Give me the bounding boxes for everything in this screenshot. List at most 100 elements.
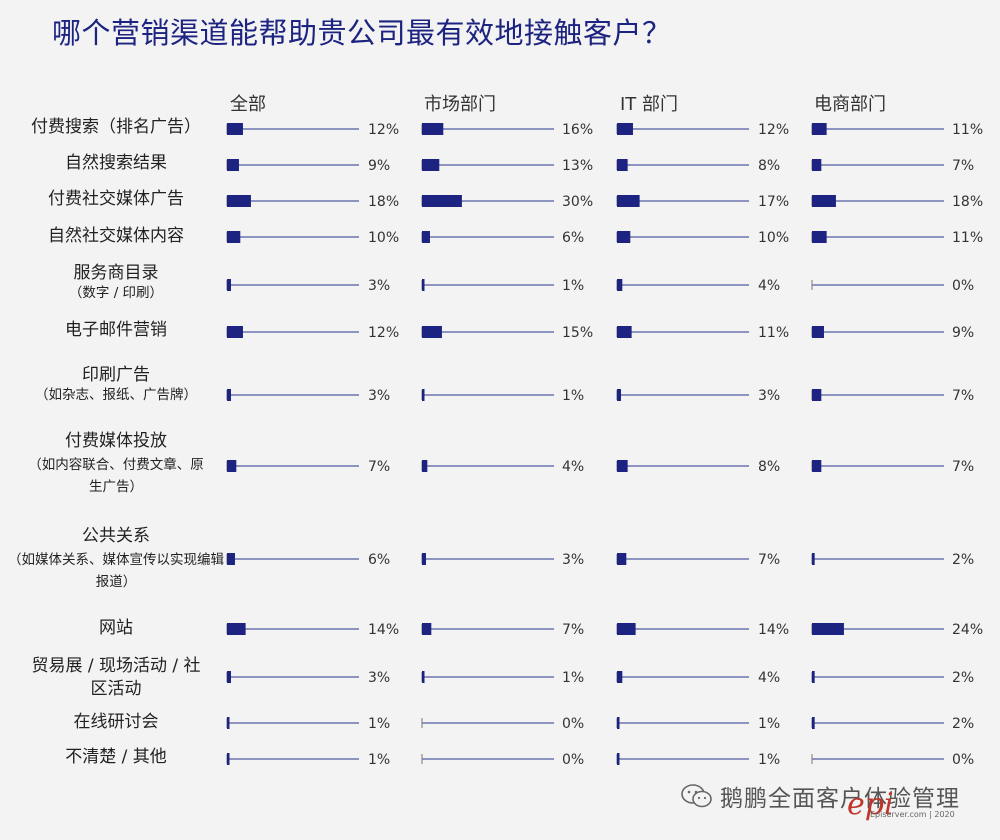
data-label: 11% <box>952 122 983 138</box>
data-label: 1% <box>562 278 584 294</box>
row-label: 电子邮件营销 <box>65 320 167 340</box>
data-label: 9% <box>368 158 390 174</box>
data-label: 2% <box>952 716 974 732</box>
data-label: 16% <box>562 122 593 138</box>
row-label: 付费社交媒体广告 <box>48 189 184 209</box>
row-label: 网站 <box>99 618 133 638</box>
row-label: 服务商目录 （数字 / 印刷） <box>68 263 164 301</box>
data-label: 3% <box>368 670 390 686</box>
bar <box>812 231 827 243</box>
bar <box>422 326 442 338</box>
data-label: 7% <box>562 622 584 638</box>
bar <box>422 671 425 683</box>
data-label: 3% <box>758 388 780 404</box>
bar <box>812 553 815 565</box>
data-label: 6% <box>368 552 390 568</box>
bar <box>617 231 631 243</box>
data-label: 4% <box>758 278 780 294</box>
data-label: 0% <box>952 752 974 768</box>
bar <box>422 279 425 291</box>
data-label: 1% <box>758 752 780 768</box>
data-label: 30% <box>562 194 593 210</box>
data-label: 2% <box>952 552 974 568</box>
data-label: 14% <box>368 622 399 638</box>
row-label: 付费搜索（排名广告） <box>31 117 201 137</box>
bar <box>617 279 623 291</box>
bar <box>812 159 822 171</box>
data-label: 0% <box>562 752 584 768</box>
bar <box>812 326 824 338</box>
data-label: 10% <box>368 230 399 246</box>
bar <box>617 553 627 565</box>
bar <box>422 195 462 207</box>
epi-logo: epi <box>847 787 894 822</box>
data-label: 12% <box>368 325 399 341</box>
chart-title: 哪个营销渠道能帮助贵公司最有效地接触客户？ <box>52 16 672 50</box>
bar <box>617 623 636 635</box>
wechat-icon <box>681 784 712 808</box>
data-label: 12% <box>758 122 789 138</box>
bar <box>812 195 836 207</box>
bar <box>812 123 827 135</box>
row-label: 印刷广告 （如杂志、报纸、广告牌） <box>35 365 197 403</box>
data-label: 6% <box>562 230 584 246</box>
bar <box>422 389 425 401</box>
data-label: 4% <box>562 459 584 475</box>
bar <box>617 159 628 171</box>
bar <box>422 623 432 635</box>
bar <box>422 460 428 472</box>
bar <box>617 460 628 472</box>
data-label: 3% <box>562 552 584 568</box>
data-label: 10% <box>758 230 789 246</box>
bar <box>227 279 231 291</box>
bar <box>812 389 822 401</box>
data-label: 7% <box>952 459 974 475</box>
bar <box>227 553 235 565</box>
data-label: 0% <box>952 278 974 294</box>
svg-text:epi: epi <box>847 787 894 822</box>
data-label: 7% <box>368 459 390 475</box>
bar <box>227 159 239 171</box>
bar <box>617 195 640 207</box>
row-label: 贸易展 / 现场活动 / 社区活动 <box>31 656 201 699</box>
bar <box>227 389 231 401</box>
bar <box>422 231 430 243</box>
data-label: 1% <box>562 388 584 404</box>
watermark-text: 鹅鹏全面客户体验管理 <box>720 786 960 812</box>
data-label: 14% <box>758 622 789 638</box>
data-label: 0% <box>562 716 584 732</box>
bar <box>227 623 246 635</box>
bar <box>227 326 243 338</box>
data-label: 7% <box>952 158 974 174</box>
bar <box>617 123 633 135</box>
bar <box>227 753 230 765</box>
row-label: 自然搜索结果 <box>65 153 167 173</box>
bar <box>812 623 844 635</box>
row-label: 公共关系 （如媒体关系、媒体宣传以实现编辑报道） <box>8 526 224 591</box>
data-label: 11% <box>952 230 983 246</box>
data-label: 4% <box>758 670 780 686</box>
data-label: 17% <box>758 194 789 210</box>
data-label: 1% <box>562 670 584 686</box>
data-label: 1% <box>368 752 390 768</box>
bar <box>812 671 815 683</box>
data-label: 24% <box>952 622 983 638</box>
bar <box>812 717 815 729</box>
bar <box>227 231 241 243</box>
data-label: 8% <box>758 158 780 174</box>
bar <box>617 389 621 401</box>
data-label: 3% <box>368 278 390 294</box>
data-label: 7% <box>758 552 780 568</box>
data-label: 3% <box>368 388 390 404</box>
bar <box>422 123 444 135</box>
watermark-source: Episerver.com | 2020 <box>870 810 955 819</box>
row-label: 在线研讨会 <box>73 712 159 732</box>
data-label: 12% <box>368 122 399 138</box>
data-label: 15% <box>562 325 593 341</box>
bar <box>422 553 426 565</box>
bar <box>617 671 623 683</box>
bar <box>617 753 620 765</box>
bar <box>422 159 440 171</box>
data-label: 7% <box>952 388 974 404</box>
